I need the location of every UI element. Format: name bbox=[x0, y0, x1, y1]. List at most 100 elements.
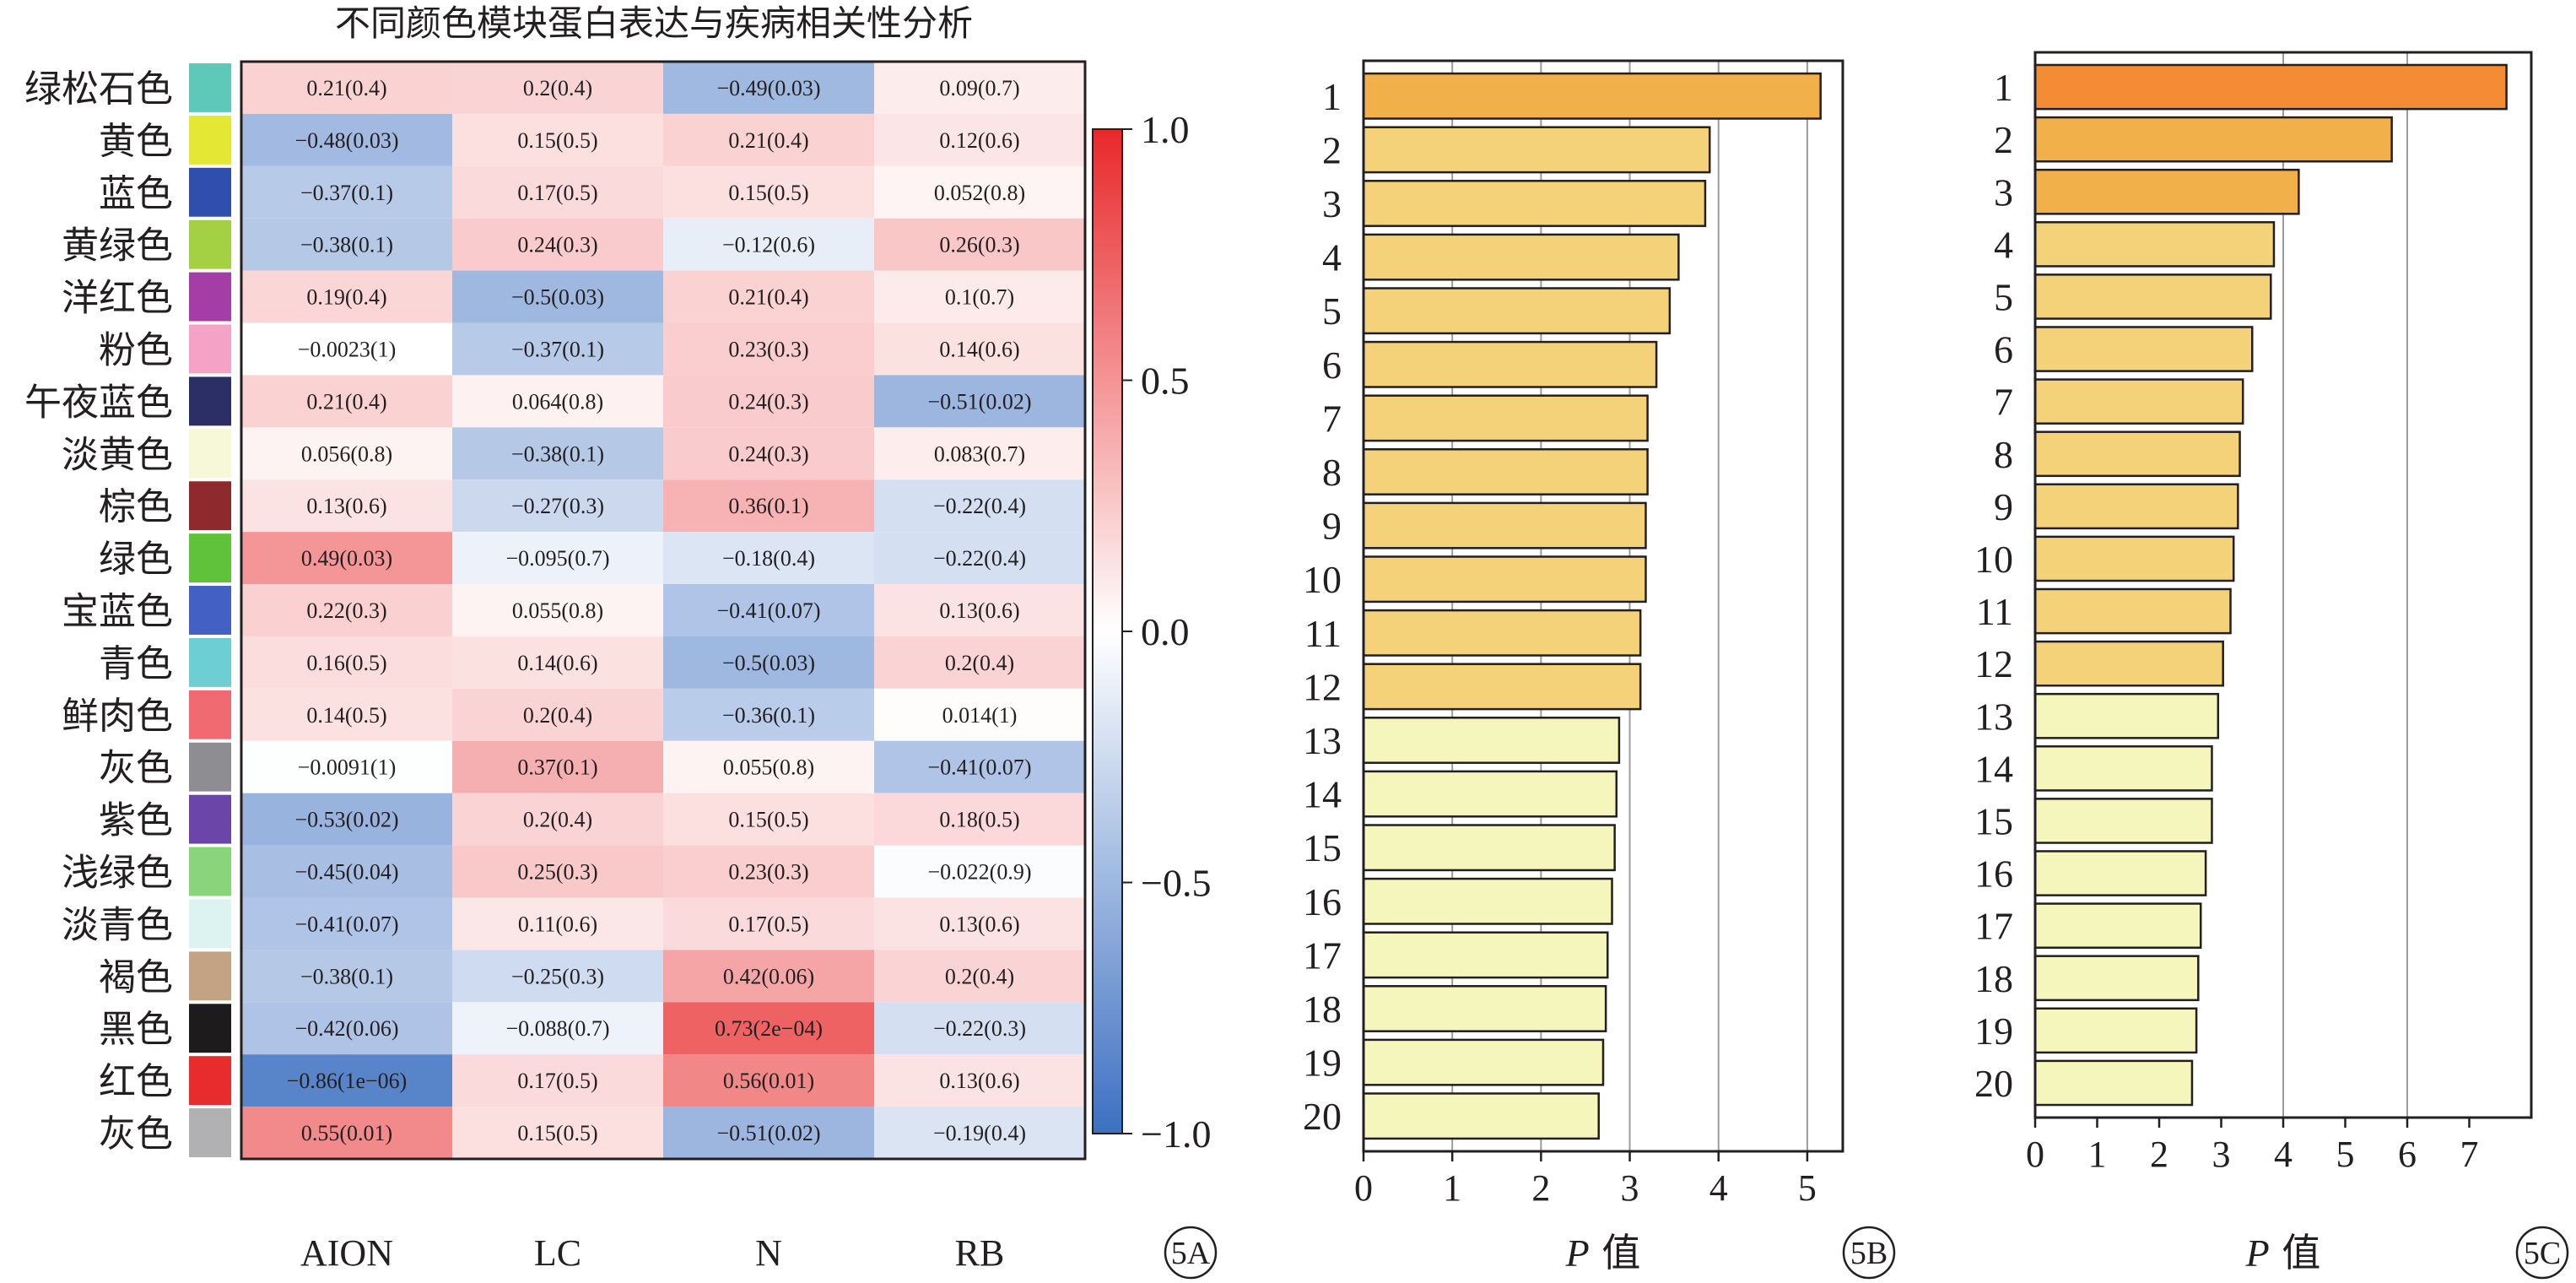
heatmap-cell-label: 0.19(0.4) bbox=[306, 285, 386, 310]
bar bbox=[2033, 798, 2213, 844]
heatmap-cell bbox=[452, 584, 663, 636]
x-tick-label: 2 bbox=[2150, 1134, 2168, 1175]
heatmap-cell bbox=[241, 897, 452, 950]
heatmap-cell-label: −0.5(0.03) bbox=[722, 651, 815, 675]
heatmap-cell-label: 0.15(0.5) bbox=[728, 808, 808, 832]
heatmap-cell bbox=[241, 62, 452, 114]
category-label: 11 bbox=[1976, 590, 2013, 633]
heatmap-cell-label: 0.13(0.6) bbox=[306, 494, 386, 518]
x-tick-label: 2 bbox=[1531, 1167, 1550, 1209]
heatmap-cell-label: −0.36(0.1) bbox=[722, 703, 815, 728]
module-color-swatch bbox=[189, 1004, 231, 1053]
heatmap-cell-label: −0.0023(1) bbox=[298, 337, 396, 361]
heatmap-cell bbox=[663, 479, 874, 533]
heatmap-cell-label: 0.25(0.3) bbox=[517, 860, 597, 885]
heatmap-cell-label: −0.022(0.9) bbox=[928, 860, 1032, 885]
bar bbox=[1362, 824, 1616, 872]
heatmap-cell-label: 0.24(0.3) bbox=[728, 441, 808, 466]
heatmap-cell-label: 0.17(0.5) bbox=[728, 912, 808, 936]
colorbar bbox=[1092, 128, 1123, 1134]
heatmap-cell-label: 0.56(0.01) bbox=[723, 1069, 814, 1093]
bar bbox=[2033, 116, 2393, 163]
heatmap-cell bbox=[874, 584, 1085, 636]
bar bbox=[1362, 233, 1680, 281]
heatmap-cell bbox=[874, 375, 1085, 428]
heatmap-cell bbox=[241, 793, 452, 846]
heatmap-cell bbox=[452, 1002, 663, 1055]
heatmap-cell bbox=[241, 950, 452, 1003]
row-label: 洋红色 bbox=[62, 277, 173, 320]
heatmap-cell bbox=[874, 793, 1085, 846]
heatmap-cell bbox=[452, 62, 663, 114]
heatmap-cell bbox=[663, 218, 874, 271]
heatmap-cell-label: 0.14(0.6) bbox=[939, 337, 1019, 361]
heatmap-cell bbox=[663, 845, 874, 898]
bar bbox=[1362, 340, 1658, 388]
module-color-swatch bbox=[189, 899, 231, 949]
bar bbox=[2033, 955, 2200, 1002]
heatmap-frame bbox=[240, 60, 1087, 1161]
heatmap-cell-label: −0.22(0.4) bbox=[933, 546, 1026, 571]
heatmap-cell bbox=[452, 1107, 663, 1159]
heatmap-cell-label: 0.21(0.4) bbox=[728, 285, 808, 310]
heatmap-cell bbox=[663, 532, 874, 585]
x-axis-label-symbol: P bbox=[2245, 1232, 2270, 1275]
module-color-swatch bbox=[189, 1108, 231, 1157]
bar bbox=[1362, 72, 1822, 120]
module-color-swatch bbox=[189, 1056, 231, 1106]
heatmap-cell bbox=[663, 270, 874, 323]
panel-label-5b-text: 5B bbox=[1850, 1236, 1887, 1271]
bar bbox=[1362, 180, 1707, 227]
heatmap-cell-label: 0.21(0.4) bbox=[306, 76, 386, 100]
heatmap-cell bbox=[452, 322, 663, 376]
x-axis-label-text: 值 bbox=[1590, 1230, 1641, 1275]
panel-label-5a: 5A bbox=[1164, 1226, 1218, 1280]
heatmap-cell-label: −0.38(0.1) bbox=[300, 964, 393, 988]
bar bbox=[2033, 63, 2508, 111]
module-color-swatch bbox=[189, 637, 231, 687]
heatmap-cell-label: 0.13(0.6) bbox=[939, 598, 1019, 623]
row-label: 鲜肉色 bbox=[62, 695, 173, 738]
module-color-swatch bbox=[189, 167, 231, 217]
category-label: 12 bbox=[1974, 642, 2013, 685]
heatmap-cell bbox=[874, 218, 1085, 271]
panel-label-5a-text: 5A bbox=[1171, 1236, 1211, 1271]
bar bbox=[2033, 378, 2244, 425]
heatmap-cell-label: 0.13(0.6) bbox=[939, 1069, 1019, 1093]
bar bbox=[2033, 221, 2276, 268]
heatmap-cell-label: −0.48(0.03) bbox=[295, 128, 399, 153]
heatmap-cell bbox=[663, 427, 874, 480]
row-label: 黄绿色 bbox=[62, 225, 173, 268]
heatmap-cell bbox=[452, 740, 663, 793]
heatmap-cell-label: −0.49(0.03) bbox=[717, 76, 821, 100]
heatmap-cell bbox=[874, 1002, 1085, 1055]
panel-label-5c-text: 5C bbox=[2524, 1236, 2561, 1271]
heatmap-cell bbox=[874, 270, 1085, 323]
heatmap-cell bbox=[663, 897, 874, 950]
heatmap-cell-label: 0.12(0.6) bbox=[939, 128, 1019, 153]
heatmap-cell-label: 0.1(0.7) bbox=[945, 285, 1014, 310]
heatmap-cell bbox=[241, 375, 452, 428]
row-label: 青色 bbox=[99, 642, 173, 685]
heatmap-cell-label: −0.41(0.07) bbox=[928, 755, 1032, 780]
bar bbox=[2033, 902, 2202, 949]
row-label: 灰色 bbox=[99, 1112, 173, 1156]
heatmap-cell bbox=[241, 218, 452, 271]
category-label: 17 bbox=[1974, 905, 2013, 948]
category-label: 19 bbox=[1303, 1042, 1342, 1085]
category-label: 2 bbox=[1322, 128, 1342, 171]
bar bbox=[2033, 1007, 2198, 1054]
bar bbox=[1362, 394, 1649, 442]
heatmap-cell-label: 0.73(2e−04) bbox=[715, 1016, 823, 1041]
row-label: 绿松石色 bbox=[24, 68, 173, 111]
heatmap-cell bbox=[241, 165, 452, 219]
heatmap-cell-label: −0.41(0.07) bbox=[717, 598, 821, 623]
x-axis-label: P 值 bbox=[1565, 1230, 1641, 1275]
category-label: 9 bbox=[1322, 505, 1342, 548]
panel-label-5c: 5C bbox=[2515, 1226, 2569, 1280]
heatmap-cell bbox=[452, 479, 663, 533]
row-label: 黑色 bbox=[99, 1008, 173, 1051]
bar bbox=[1362, 663, 1642, 711]
bar bbox=[2033, 745, 2213, 792]
